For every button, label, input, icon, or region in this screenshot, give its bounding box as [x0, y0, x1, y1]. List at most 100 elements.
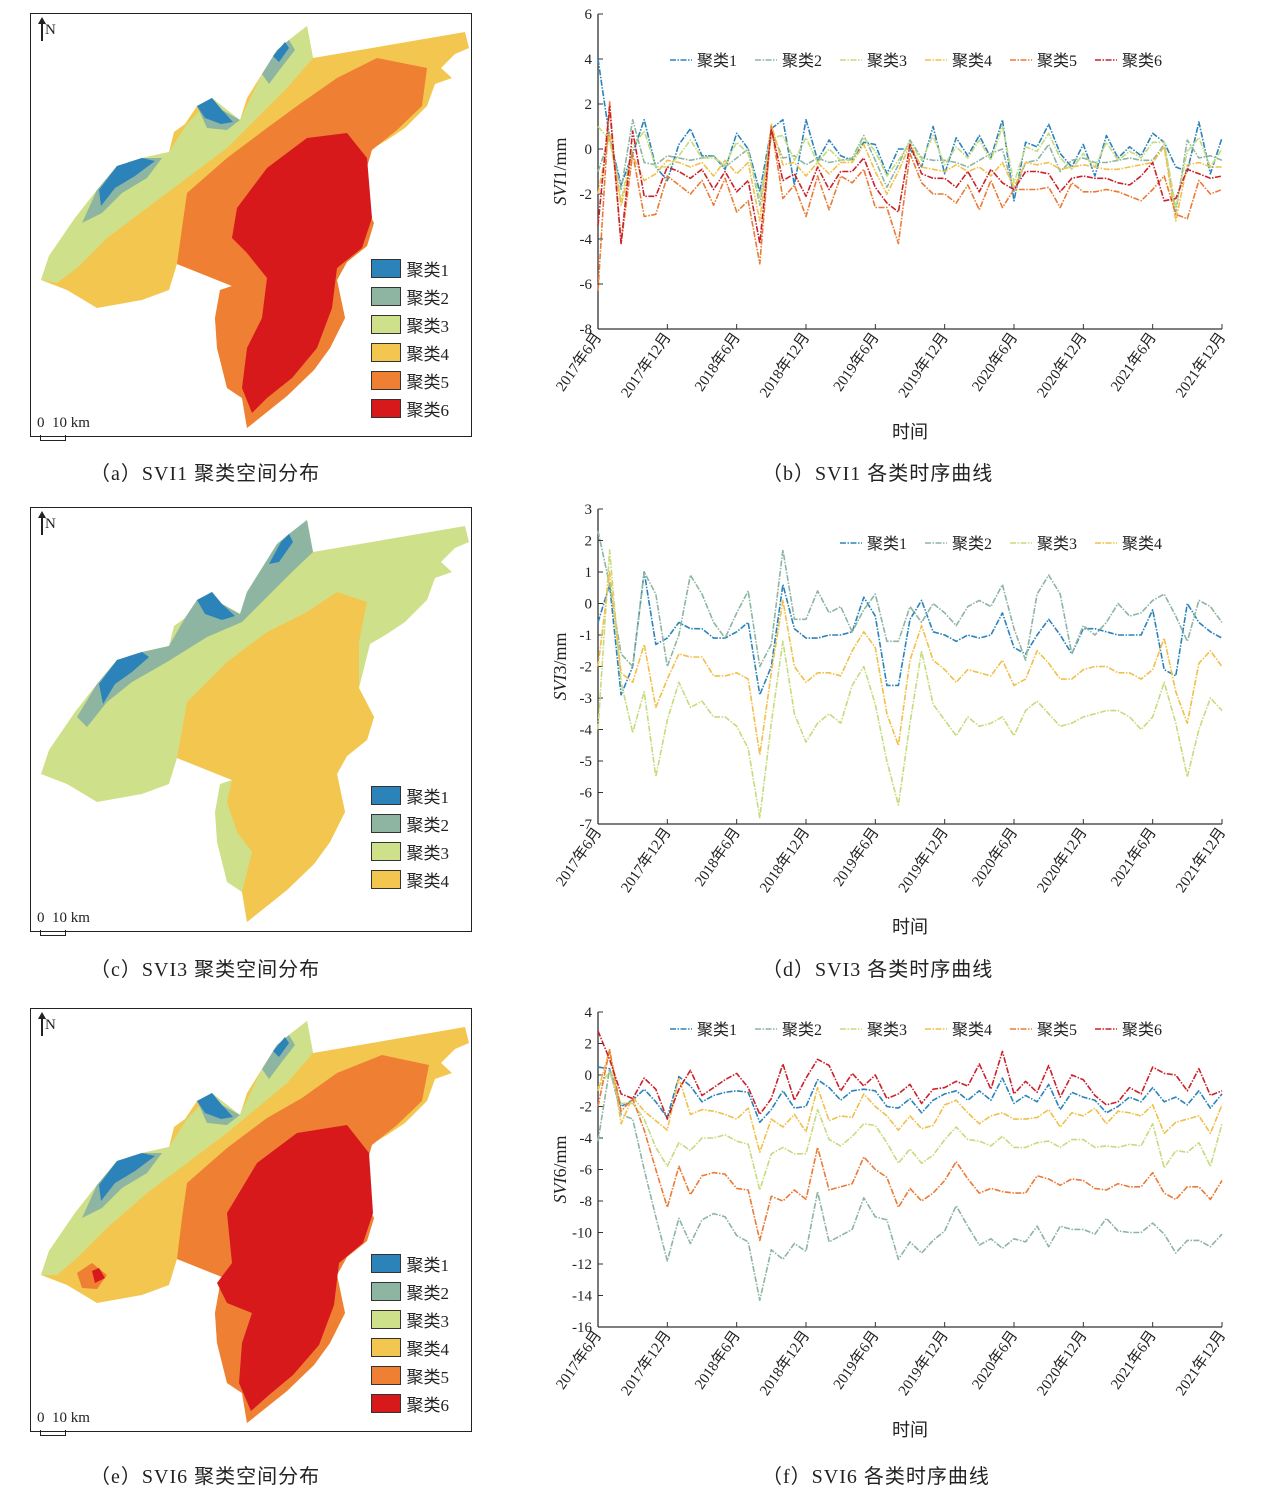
- series-line-5: [597, 1048, 1223, 1242]
- cluster-zone: [99, 42, 289, 206]
- legend-item: 聚类4: [1095, 535, 1162, 553]
- series-line-2: [597, 530, 1223, 668]
- x-tick-label: 2021年12月: [1172, 330, 1229, 401]
- legend-label: 聚类4: [1122, 535, 1162, 553]
- y-tick-label: -16: [572, 1320, 592, 1336]
- y-tick-label: -12: [572, 1257, 592, 1273]
- y-tick-label: -7: [580, 817, 593, 833]
- x-tick-label: 2021年6月: [1107, 1328, 1160, 1393]
- chart-panel-b: 6 4 2 0 -2 -4 -6 -8 SVI1/mm 2017年6月 2017年12月 2018年6…: [500, 0, 1287, 495]
- legend-item: 聚类3: [840, 1021, 907, 1039]
- series-line-1: [597, 571, 1223, 696]
- legend-item: 聚类3: [840, 52, 907, 70]
- legend-swatch: [370, 286, 401, 306]
- x-tick-label: 2019年12月: [895, 1328, 952, 1399]
- scale-bar: 0 10 km: [37, 415, 90, 441]
- legend-label: 聚类1: [697, 52, 737, 70]
- map-panel-c: N 0 10 km 聚类1 聚类2 聚类3 聚类4 （c）SVI3 聚类空间分布: [0, 495, 480, 995]
- scale-bar-icon: [40, 435, 66, 441]
- legend-item: 聚类3: [370, 310, 449, 338]
- panel-caption: （e）SVI6 聚类空间分布: [90, 1466, 321, 1488]
- x-tick-label: 2019年6月: [830, 1328, 883, 1393]
- legend-item: 聚类3: [370, 1305, 449, 1333]
- legend-label: 聚类3: [867, 1021, 907, 1039]
- legend-label: 聚类6: [1122, 1021, 1162, 1039]
- x-tick-label: 2018年12月: [756, 825, 813, 896]
- cluster-zone: [92, 1125, 373, 1411]
- series-line-3: [597, 1071, 1223, 1191]
- cluster-map: [41, 520, 469, 922]
- y-tick-label: -8: [580, 1194, 593, 1210]
- panel-caption: （b）SVI1 各类时序曲线: [762, 463, 994, 485]
- legend-label: 聚类5: [406, 1367, 450, 1387]
- y-tick-label: -4: [580, 723, 593, 739]
- legend-label: 聚类4: [952, 52, 992, 70]
- legend-label: 聚类2: [406, 288, 450, 308]
- series-line-6: [597, 1030, 1223, 1120]
- legend-label: 聚类1: [406, 1255, 450, 1275]
- legend-label: 聚类5: [1037, 52, 1077, 70]
- x-tick-label: 2019年6月: [830, 330, 883, 395]
- north-arrow: N: [38, 511, 56, 538]
- north-arrow-icon: [38, 511, 46, 535]
- legend-item: 聚类1: [670, 1021, 737, 1039]
- legend-label: 聚类2: [406, 815, 450, 835]
- legend-item: 聚类6: [370, 394, 449, 422]
- y-tick-label: -2: [580, 660, 593, 676]
- x-tick-label: 2017年12月: [618, 1328, 675, 1399]
- legend-item: 聚类1: [370, 1249, 450, 1277]
- x-tick-label: 2021年6月: [1107, 330, 1160, 395]
- scale-bar-icon: [40, 1430, 66, 1436]
- legend-item: 聚类1: [370, 781, 449, 809]
- x-axis-label: 时间: [892, 422, 928, 442]
- series-line-2: [597, 1067, 1223, 1302]
- legend-item: 聚类4: [370, 338, 449, 366]
- legend-label: 聚类5: [406, 372, 450, 392]
- x-tick-label: 2020年6月: [969, 825, 1022, 890]
- legend-swatch: [370, 785, 401, 805]
- y-tick-label: -6: [580, 1163, 593, 1179]
- legend-swatch: [370, 813, 401, 833]
- north-arrow: N: [38, 1012, 56, 1039]
- y-tick-label: -5: [580, 754, 593, 770]
- x-tick-label: 2018年6月: [691, 330, 744, 395]
- x-tick-label: 2020年12月: [1034, 1328, 1091, 1399]
- legend-item: 聚类6: [1095, 1021, 1162, 1039]
- panel-caption: （f）SVI6 各类时序曲线: [762, 1466, 990, 1488]
- y-tick-label: -6: [580, 786, 593, 802]
- north-arrow-icon: [38, 1012, 46, 1036]
- panel-caption: （a）SVI1 聚类空间分布: [90, 463, 321, 485]
- legend-item: 聚类5: [370, 366, 450, 394]
- legend-label: 聚类4: [406, 871, 450, 891]
- north-arrow: N: [38, 17, 56, 44]
- x-tick-label: 2020年6月: [969, 330, 1022, 395]
- y-tick-label: 6: [585, 7, 593, 23]
- legend-swatch: [370, 841, 401, 861]
- x-tick-label: 2018年12月: [756, 1328, 813, 1399]
- legend-item: 聚类2: [370, 809, 450, 837]
- map-frame: N 0 10 km 聚类1 聚类2 聚类3 聚类4 聚类5 聚类6: [30, 1008, 472, 1436]
- map-frame: N 0 10 km 聚类1 聚类2 聚类3 聚类4: [30, 507, 472, 936]
- legend-item: 聚类6: [370, 1389, 450, 1417]
- y-tick-label: 2: [585, 97, 593, 113]
- legend-label: 聚类1: [406, 260, 450, 280]
- legend-label: 聚类1: [867, 535, 907, 553]
- y-tick-label: 4: [585, 1005, 593, 1021]
- x-tick-label: 2020年12月: [1034, 825, 1091, 896]
- series-line-1: [597, 1066, 1223, 1124]
- legend-swatch: [370, 314, 401, 334]
- map-panel-a: N 0 10 km 聚类1 聚类2 聚类3 聚类4 聚类5 聚类6 （a）SVI1 聚类空…: [0, 0, 480, 495]
- x-tick-label: 2018年12月: [756, 330, 813, 401]
- line-chart: 6 4 2 0 -2 -4 -6 -8 SVI1/mm 2017年6月 2017年12月 2018年6…: [550, 7, 1229, 442]
- legend-label: 聚类2: [952, 535, 992, 553]
- legend-item: 聚类3: [370, 837, 449, 865]
- scale-bar: 0 10 km: [37, 910, 90, 936]
- legend-label: 聚类5: [1037, 1021, 1077, 1039]
- y-axis-label: SVI3/mm: [550, 632, 570, 700]
- cluster-zone: [232, 133, 372, 413]
- map-legend: 聚类1 聚类2 聚类3 聚类4 聚类5 聚类6: [370, 1249, 450, 1417]
- y-tick-label: -6: [580, 277, 593, 293]
- legend-label: 聚类6: [406, 1395, 450, 1415]
- x-tick-label: 2020年12月: [1034, 330, 1091, 401]
- cluster-zone: [99, 1037, 289, 1201]
